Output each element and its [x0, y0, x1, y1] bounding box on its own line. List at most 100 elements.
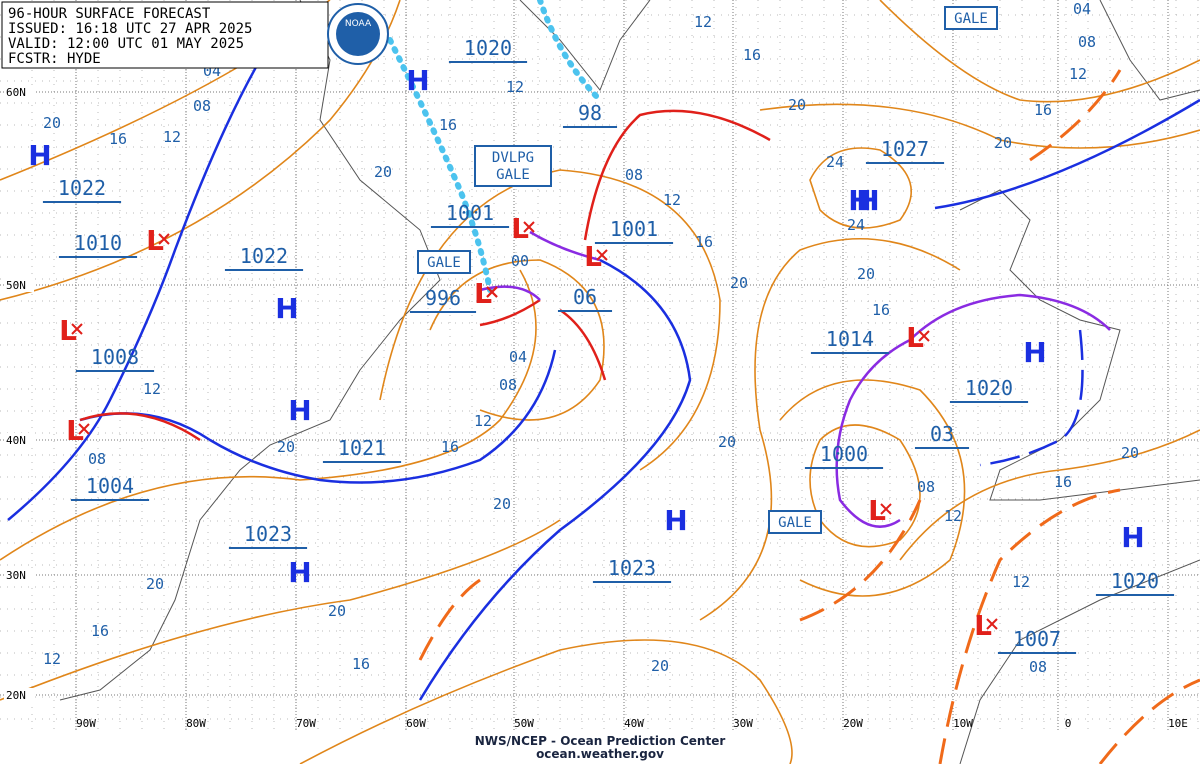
isobar-label: 08: [193, 97, 211, 115]
footer-url: ocean.weather.gov: [536, 747, 664, 761]
isobar-label: 20: [857, 265, 875, 283]
header-line: VALID: 12:00 UTC 01 MAY 2025: [8, 36, 244, 52]
noaa-logo-inner: [336, 12, 380, 56]
isobar-label: 16: [91, 622, 109, 640]
lon-label: 60W: [406, 717, 426, 730]
isobar-label: 20: [651, 657, 669, 675]
low-center-x: [918, 330, 930, 342]
low-center-x: [986, 618, 998, 630]
low-symbol: L: [146, 224, 164, 257]
lon-label: 50W: [514, 717, 534, 730]
lat-label-bg: [4, 688, 34, 702]
high-symbol: H: [1023, 336, 1046, 369]
pressure-label: 1023: [244, 522, 292, 546]
isobar-label: 08: [1029, 658, 1047, 676]
lat-label: 40N: [6, 434, 26, 447]
pressure-label: 1020: [1111, 569, 1159, 593]
pressure-label: 1022: [240, 244, 288, 268]
isobar-label: 24: [826, 153, 844, 171]
pressure-label: 1001: [446, 201, 494, 225]
lat-label: 20N: [6, 689, 26, 702]
pressure-label: 98: [578, 101, 602, 125]
pressure-label: 996: [425, 286, 461, 310]
low-symbol: L: [974, 609, 992, 642]
isobar-label: 08: [88, 450, 106, 468]
isobar-label: 20: [374, 163, 392, 181]
lat-label: 30N: [6, 569, 26, 582]
gale-box: [417, 250, 471, 274]
lon-label: 30W: [733, 717, 753, 730]
gale-box: [474, 145, 552, 187]
header: 96-HOUR SURFACE FORECAST ISSUED: 16:18 U…: [1, 1, 389, 69]
isobar-label: 08: [499, 376, 517, 394]
low-symbol: L: [584, 240, 602, 273]
lat-label-bg: [4, 278, 34, 292]
lat-label-bg: [4, 433, 34, 447]
isobar-label: 04: [1073, 0, 1091, 18]
high-symbol: H: [275, 292, 298, 325]
isobar-label: 16: [1054, 473, 1072, 491]
low-symbol: L: [66, 414, 84, 447]
low-symbol: L: [59, 314, 77, 347]
isobar-label: 20: [730, 274, 748, 292]
gale-label: GALE: [496, 167, 530, 183]
pressure-label: 03: [930, 422, 954, 446]
lon-label: 40W: [624, 717, 644, 730]
lon-label: 0: [1065, 717, 1072, 730]
high-symbol: H: [1121, 521, 1144, 554]
isobar-label: 20: [43, 114, 61, 132]
header-line: FCSTR: HYDE: [8, 51, 101, 67]
gale-box: [768, 510, 822, 534]
pressure-label: 1027: [881, 137, 929, 161]
isobar-label: 20: [277, 438, 295, 456]
low-center-x: [158, 233, 170, 245]
low-center-x: [486, 286, 498, 298]
pressure-label: 1000: [820, 442, 868, 466]
pressure-label: 1020: [464, 36, 512, 60]
low-symbol: L: [511, 212, 529, 245]
map-labels: 60N 50N 40N 30N 20N 90W 80W 70W 60W 50W 40W 30W 20W 1…: [4, 0, 1188, 730]
low-center-x: [71, 323, 83, 335]
pressure-label: 1021: [338, 436, 386, 460]
isobar-label: 12: [694, 13, 712, 31]
low-center-x: [523, 221, 535, 233]
isobar-label: 20: [146, 575, 164, 593]
gale-label: GALE: [778, 515, 812, 531]
isobar-label: 08: [1078, 33, 1096, 51]
low-symbol: L: [868, 494, 886, 527]
low-center-x: [78, 423, 90, 435]
lon-label: 20W: [843, 717, 863, 730]
noaa-logo-text: NOAA: [345, 19, 372, 29]
isobar-label: 20: [718, 433, 736, 451]
lon-label: 70W: [296, 717, 316, 730]
low-symbol: L: [906, 321, 924, 354]
pressure-label: 1010: [74, 231, 122, 255]
isobar-label: 00: [511, 252, 529, 270]
pressure-label: 1014: [826, 327, 874, 351]
high-symbol: H: [664, 504, 687, 537]
lon-label: 80W: [186, 717, 206, 730]
lat-label-bg: [4, 85, 34, 99]
isobar-label: 12: [474, 412, 492, 430]
isobar-label: 12: [1069, 65, 1087, 83]
low-symbol: L: [474, 277, 492, 310]
gale-label: GALE: [427, 255, 461, 271]
footer-agency: NWS/NCEP - Ocean Prediction Center: [475, 734, 726, 748]
isobar-label: 16: [352, 655, 370, 673]
lat-label-bg: [4, 568, 34, 582]
isobar-label: 16: [695, 233, 713, 251]
isobar-label: 16: [439, 116, 457, 134]
isobar-label: 20: [1121, 444, 1139, 462]
isobar-label: 12: [163, 128, 181, 146]
pressure-label: 1001: [610, 217, 658, 241]
pressure-label: 1022: [58, 176, 106, 200]
isobar-label: 08: [625, 166, 643, 184]
pressure-label: 1007: [1013, 627, 1061, 651]
isobar-label: 24: [847, 216, 865, 234]
pressure-label: 1020: [965, 376, 1013, 400]
isobar-label: 16: [109, 130, 127, 148]
isobar-label: 16: [441, 438, 459, 456]
isobar-label: 16: [743, 46, 761, 64]
isobar-label: 12: [143, 380, 161, 398]
